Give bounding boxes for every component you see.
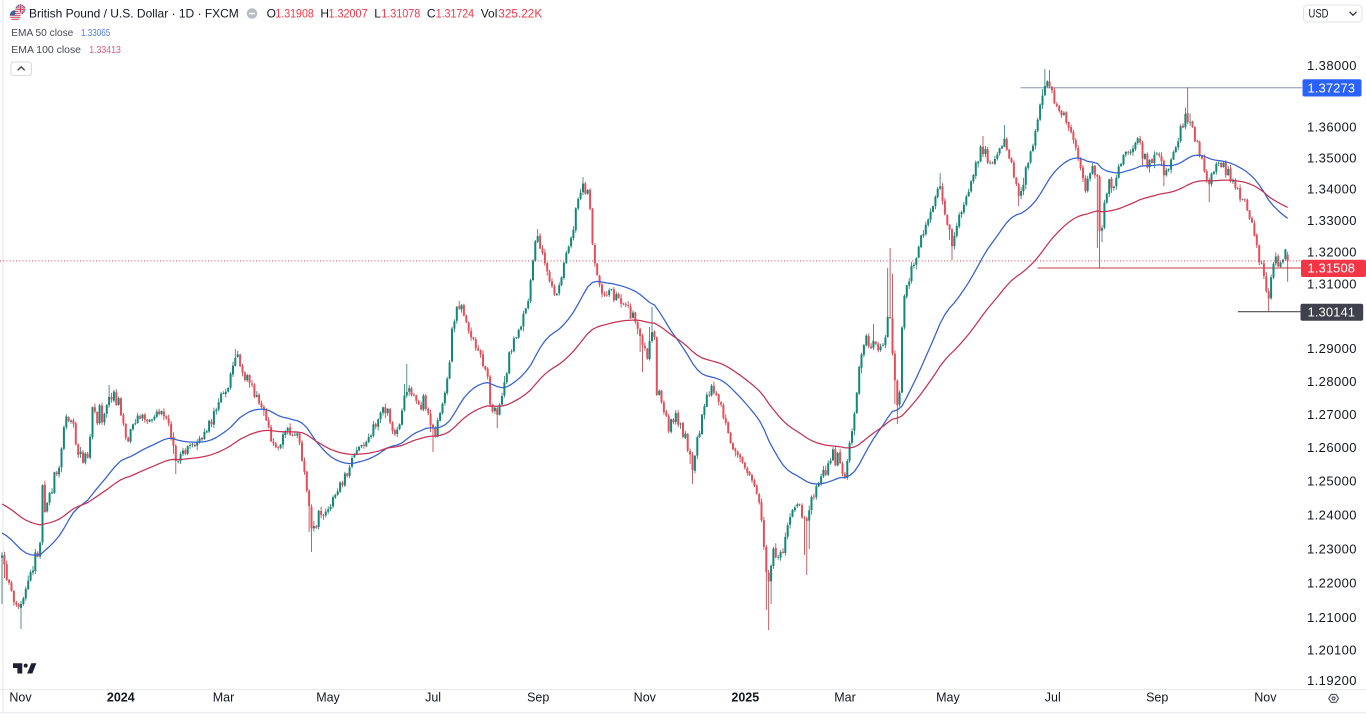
svg-text:1.33000: 1.33000 [1307, 213, 1357, 228]
svg-text:Jul: Jul [425, 691, 441, 705]
svg-text:1.21000: 1.21000 [1307, 610, 1357, 625]
svg-text:1.27000: 1.27000 [1307, 407, 1357, 422]
svg-text:British Pound / U.S. Dollar ·: British Pound / U.S. Dollar · 1D · FXCM [29, 7, 239, 21]
svg-text:2024: 2024 [107, 691, 135, 705]
svg-text:Jul: Jul [1045, 691, 1061, 705]
svg-text:1.34000: 1.34000 [1307, 182, 1357, 197]
svg-text:1.22000: 1.22000 [1307, 576, 1357, 591]
svg-text:1.25000: 1.25000 [1307, 474, 1357, 489]
svg-text:Mar: Mar [213, 691, 235, 705]
svg-text:May: May [316, 691, 340, 705]
svg-text:Nov: Nov [1254, 691, 1277, 705]
svg-text:Sep: Sep [1146, 691, 1168, 705]
svg-text:May: May [936, 691, 960, 705]
svg-text:Sep: Sep [527, 691, 549, 705]
svg-text:1.19200: 1.19200 [1307, 673, 1357, 688]
svg-text:USD: USD [1309, 7, 1329, 21]
svg-text:1.30141: 1.30141 [1308, 305, 1356, 320]
svg-text:1.38000: 1.38000 [1307, 58, 1357, 73]
svg-text:1.23000: 1.23000 [1307, 541, 1357, 556]
svg-text:1.31508: 1.31508 [1308, 261, 1356, 276]
svg-text:1.24000: 1.24000 [1307, 507, 1357, 522]
svg-text:1.28000: 1.28000 [1307, 374, 1357, 389]
svg-text:1.37273: 1.37273 [1308, 80, 1356, 95]
svg-text:1.26000: 1.26000 [1307, 440, 1357, 455]
svg-text:Mar: Mar [834, 691, 856, 705]
svg-text:1.29000: 1.29000 [1307, 341, 1357, 356]
svg-text:1.20100: 1.20100 [1307, 642, 1357, 657]
svg-text:1.35000: 1.35000 [1307, 150, 1357, 165]
svg-text:1.31000: 1.31000 [1307, 277, 1357, 292]
svg-text:Nov: Nov [9, 691, 32, 705]
svg-text:1.36000: 1.36000 [1307, 119, 1357, 134]
svg-text:2025: 2025 [731, 691, 759, 705]
svg-text:1.32000: 1.32000 [1307, 245, 1357, 260]
svg-text:Nov: Nov [634, 691, 657, 705]
